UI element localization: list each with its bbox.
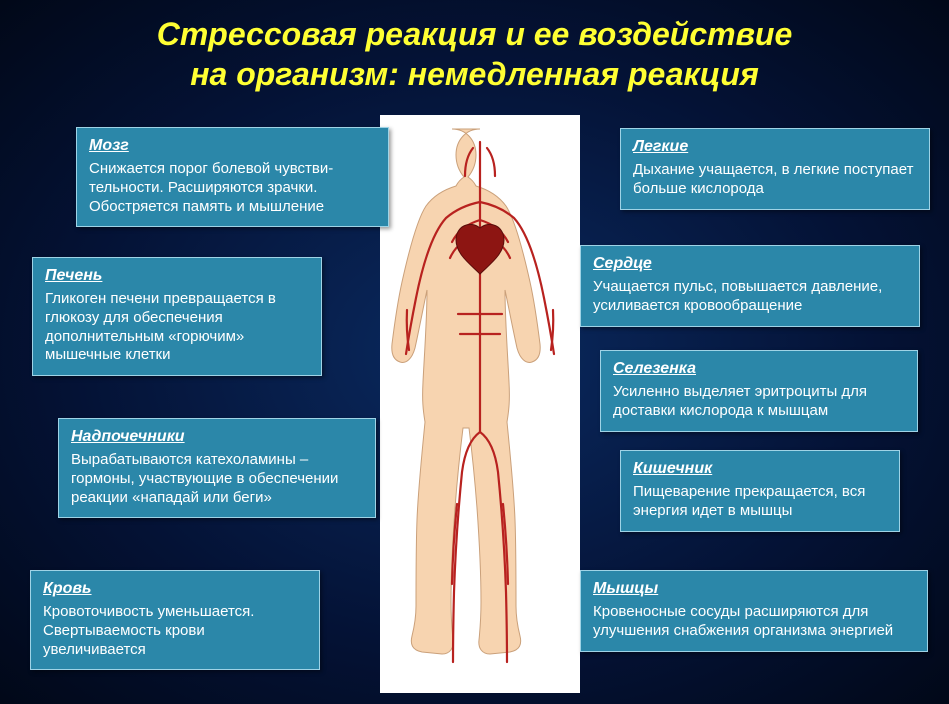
box-text: Дыхание учащается, в легкие поступает бо… (633, 161, 917, 199)
box-brain: Мозг Снижается порог болевой чувстви­тел… (76, 127, 389, 227)
box-blood: Кровь Кровоточивость уменьшается. Сверты… (30, 570, 320, 670)
box-heading: Мышцы (593, 579, 915, 599)
box-heading: Кишечник (633, 459, 887, 479)
box-text: Кровеносные сосуды расширяются для улучш… (593, 603, 915, 641)
human-figure-panel (380, 115, 580, 693)
slide-title: Стрессовая реакция и ее воздействие на о… (0, 0, 949, 102)
box-heading: Печень (45, 266, 309, 286)
box-adrenal: Надпочечники Вырабатываются катехоламины… (58, 418, 376, 518)
box-spleen: Селезенка Усиленно выделяет эритроциты д… (600, 350, 918, 432)
box-text: Кровоточивость уменьшается. Свертываемос… (43, 603, 307, 659)
box-heart: Сердце Учащается пульс, повышается давле… (580, 245, 920, 327)
box-heading: Селезенка (613, 359, 905, 379)
box-heading: Легкие (633, 137, 917, 157)
box-heading: Кровь (43, 579, 307, 599)
box-text: Учащается пульс, повышается давле­ние, у… (593, 278, 907, 316)
human-circulatory-icon (385, 124, 575, 684)
box-liver: Печень Гликоген печени превращается в гл… (32, 257, 322, 376)
box-text: Пищеварение прекращается, вся энергия ид… (633, 483, 887, 521)
box-text: Снижается порог болевой чувстви­тельност… (89, 160, 376, 216)
box-heading: Надпочечники (71, 427, 363, 447)
box-text: Гликоген печени превращается в глюкозу д… (45, 290, 309, 365)
box-text: Вырабатываются катехоламины – гормоны, у… (71, 451, 363, 507)
box-muscle: Мышцы Кровеносные сосуды расширяются для… (580, 570, 928, 652)
box-heading: Мозг (89, 136, 376, 156)
box-lungs: Легкие Дыхание учащается, в легкие посту… (620, 128, 930, 210)
box-heading: Сердце (593, 254, 907, 274)
box-gut: Кишечник Пищеварение прекращается, вся э… (620, 450, 900, 532)
box-text: Усиленно выделяет эритроциты для доставк… (613, 383, 905, 421)
title-line-1: Стрессовая реакция и ее воздействие (157, 16, 793, 52)
title-line-2: на организм: немедленная реакция (190, 56, 759, 92)
